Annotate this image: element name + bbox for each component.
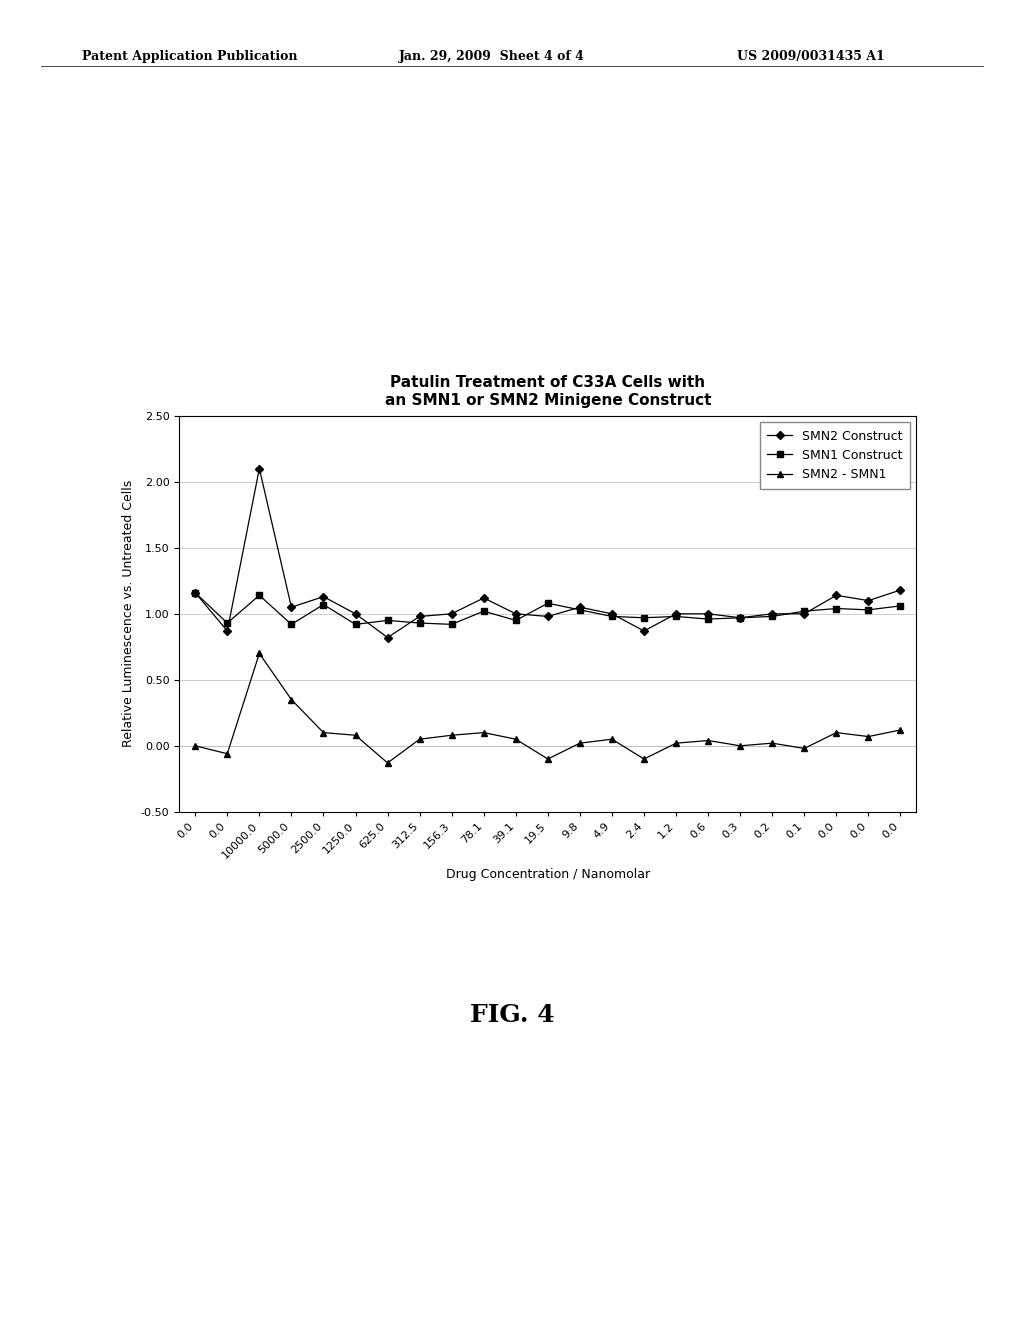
SMN2 - SMN1 [734, 738, 746, 754]
SMN1 Construct [221, 615, 233, 631]
Text: FIG. 4: FIG. 4 [470, 1003, 554, 1027]
SMN1 Construct [798, 603, 810, 619]
SMN2 Construct [638, 623, 650, 639]
SMN1 Construct [670, 609, 682, 624]
SMN2 Construct [381, 630, 393, 645]
Legend: SMN2 Construct, SMN1 Construct, SMN2 - SMN1: SMN2 Construct, SMN1 Construct, SMN2 - S… [760, 422, 910, 488]
SMN1 Construct [349, 616, 361, 632]
SMN1 Construct [766, 609, 778, 624]
SMN1 Construct [894, 598, 906, 614]
SMN2 Construct [349, 606, 361, 622]
SMN2 Construct [477, 590, 489, 606]
SMN2 - SMN1 [510, 731, 522, 747]
SMN2 Construct [510, 606, 522, 622]
SMN2 Construct [253, 461, 265, 477]
SMN2 Construct [317, 589, 330, 605]
SMN1 Construct [477, 603, 489, 619]
SMN1 Construct [253, 587, 265, 603]
SMN2 - SMN1 [189, 738, 202, 754]
SMN2 - SMN1 [221, 746, 233, 762]
SMN1 Construct [734, 610, 746, 626]
SMN1 Construct [542, 595, 554, 611]
SMN2 Construct [542, 609, 554, 624]
SMN2 Construct [830, 587, 843, 603]
SMN1 Construct [286, 616, 298, 632]
X-axis label: Drug Concentration / Nanomolar: Drug Concentration / Nanomolar [445, 869, 650, 882]
SMN2 - SMN1 [381, 755, 393, 771]
Title: Patulin Treatment of C33A Cells with
an SMN1 or SMN2 Minigene Construct: Patulin Treatment of C33A Cells with an … [385, 375, 711, 408]
SMN2 Construct [573, 599, 586, 615]
SMN2 - SMN1 [638, 751, 650, 767]
Line: SMN2 - SMN1: SMN2 - SMN1 [193, 651, 903, 766]
SMN2 Construct [189, 585, 202, 601]
SMN1 Construct [862, 602, 874, 618]
SMN1 Construct [445, 616, 458, 632]
SMN2 - SMN1 [445, 727, 458, 743]
SMN1 Construct [510, 612, 522, 628]
Text: Jan. 29, 2009  Sheet 4 of 4: Jan. 29, 2009 Sheet 4 of 4 [399, 50, 586, 63]
SMN2 - SMN1 [542, 751, 554, 767]
SMN2 - SMN1 [862, 729, 874, 744]
SMN1 Construct [414, 615, 426, 631]
SMN2 Construct [862, 593, 874, 609]
SMN2 Construct [414, 609, 426, 624]
SMN1 Construct [830, 601, 843, 616]
Text: Patent Application Publication: Patent Application Publication [82, 50, 297, 63]
SMN2 Construct [221, 623, 233, 639]
SMN2 - SMN1 [573, 735, 586, 751]
Line: SMN1 Construct: SMN1 Construct [193, 590, 903, 627]
SMN2 - SMN1 [702, 733, 715, 748]
SMN2 Construct [670, 606, 682, 622]
Line: SMN2 Construct: SMN2 Construct [193, 466, 903, 640]
SMN2 - SMN1 [798, 741, 810, 756]
SMN1 Construct [189, 585, 202, 601]
SMN2 - SMN1 [286, 692, 298, 708]
SMN1 Construct [573, 602, 586, 618]
SMN2 Construct [766, 606, 778, 622]
SMN2 Construct [286, 599, 298, 615]
Text: US 2009/0031435 A1: US 2009/0031435 A1 [737, 50, 885, 63]
SMN2 Construct [894, 582, 906, 598]
SMN2 - SMN1 [670, 735, 682, 751]
SMN2 - SMN1 [766, 735, 778, 751]
SMN1 Construct [638, 610, 650, 626]
SMN2 - SMN1 [894, 722, 906, 738]
SMN2 - SMN1 [830, 725, 843, 741]
SMN2 - SMN1 [414, 731, 426, 747]
SMN2 Construct [734, 610, 746, 626]
SMN1 Construct [381, 612, 393, 628]
SMN2 - SMN1 [477, 725, 489, 741]
SMN2 Construct [798, 606, 810, 622]
SMN2 Construct [606, 606, 618, 622]
SMN2 - SMN1 [349, 727, 361, 743]
SMN2 Construct [445, 606, 458, 622]
SMN1 Construct [606, 609, 618, 624]
SMN1 Construct [317, 597, 330, 612]
SMN1 Construct [702, 611, 715, 627]
Y-axis label: Relative Luminescence vs. Untreated Cells: Relative Luminescence vs. Untreated Cell… [122, 480, 135, 747]
SMN2 Construct [702, 606, 715, 622]
SMN2 - SMN1 [253, 645, 265, 661]
SMN2 - SMN1 [317, 725, 330, 741]
SMN2 - SMN1 [606, 731, 618, 747]
